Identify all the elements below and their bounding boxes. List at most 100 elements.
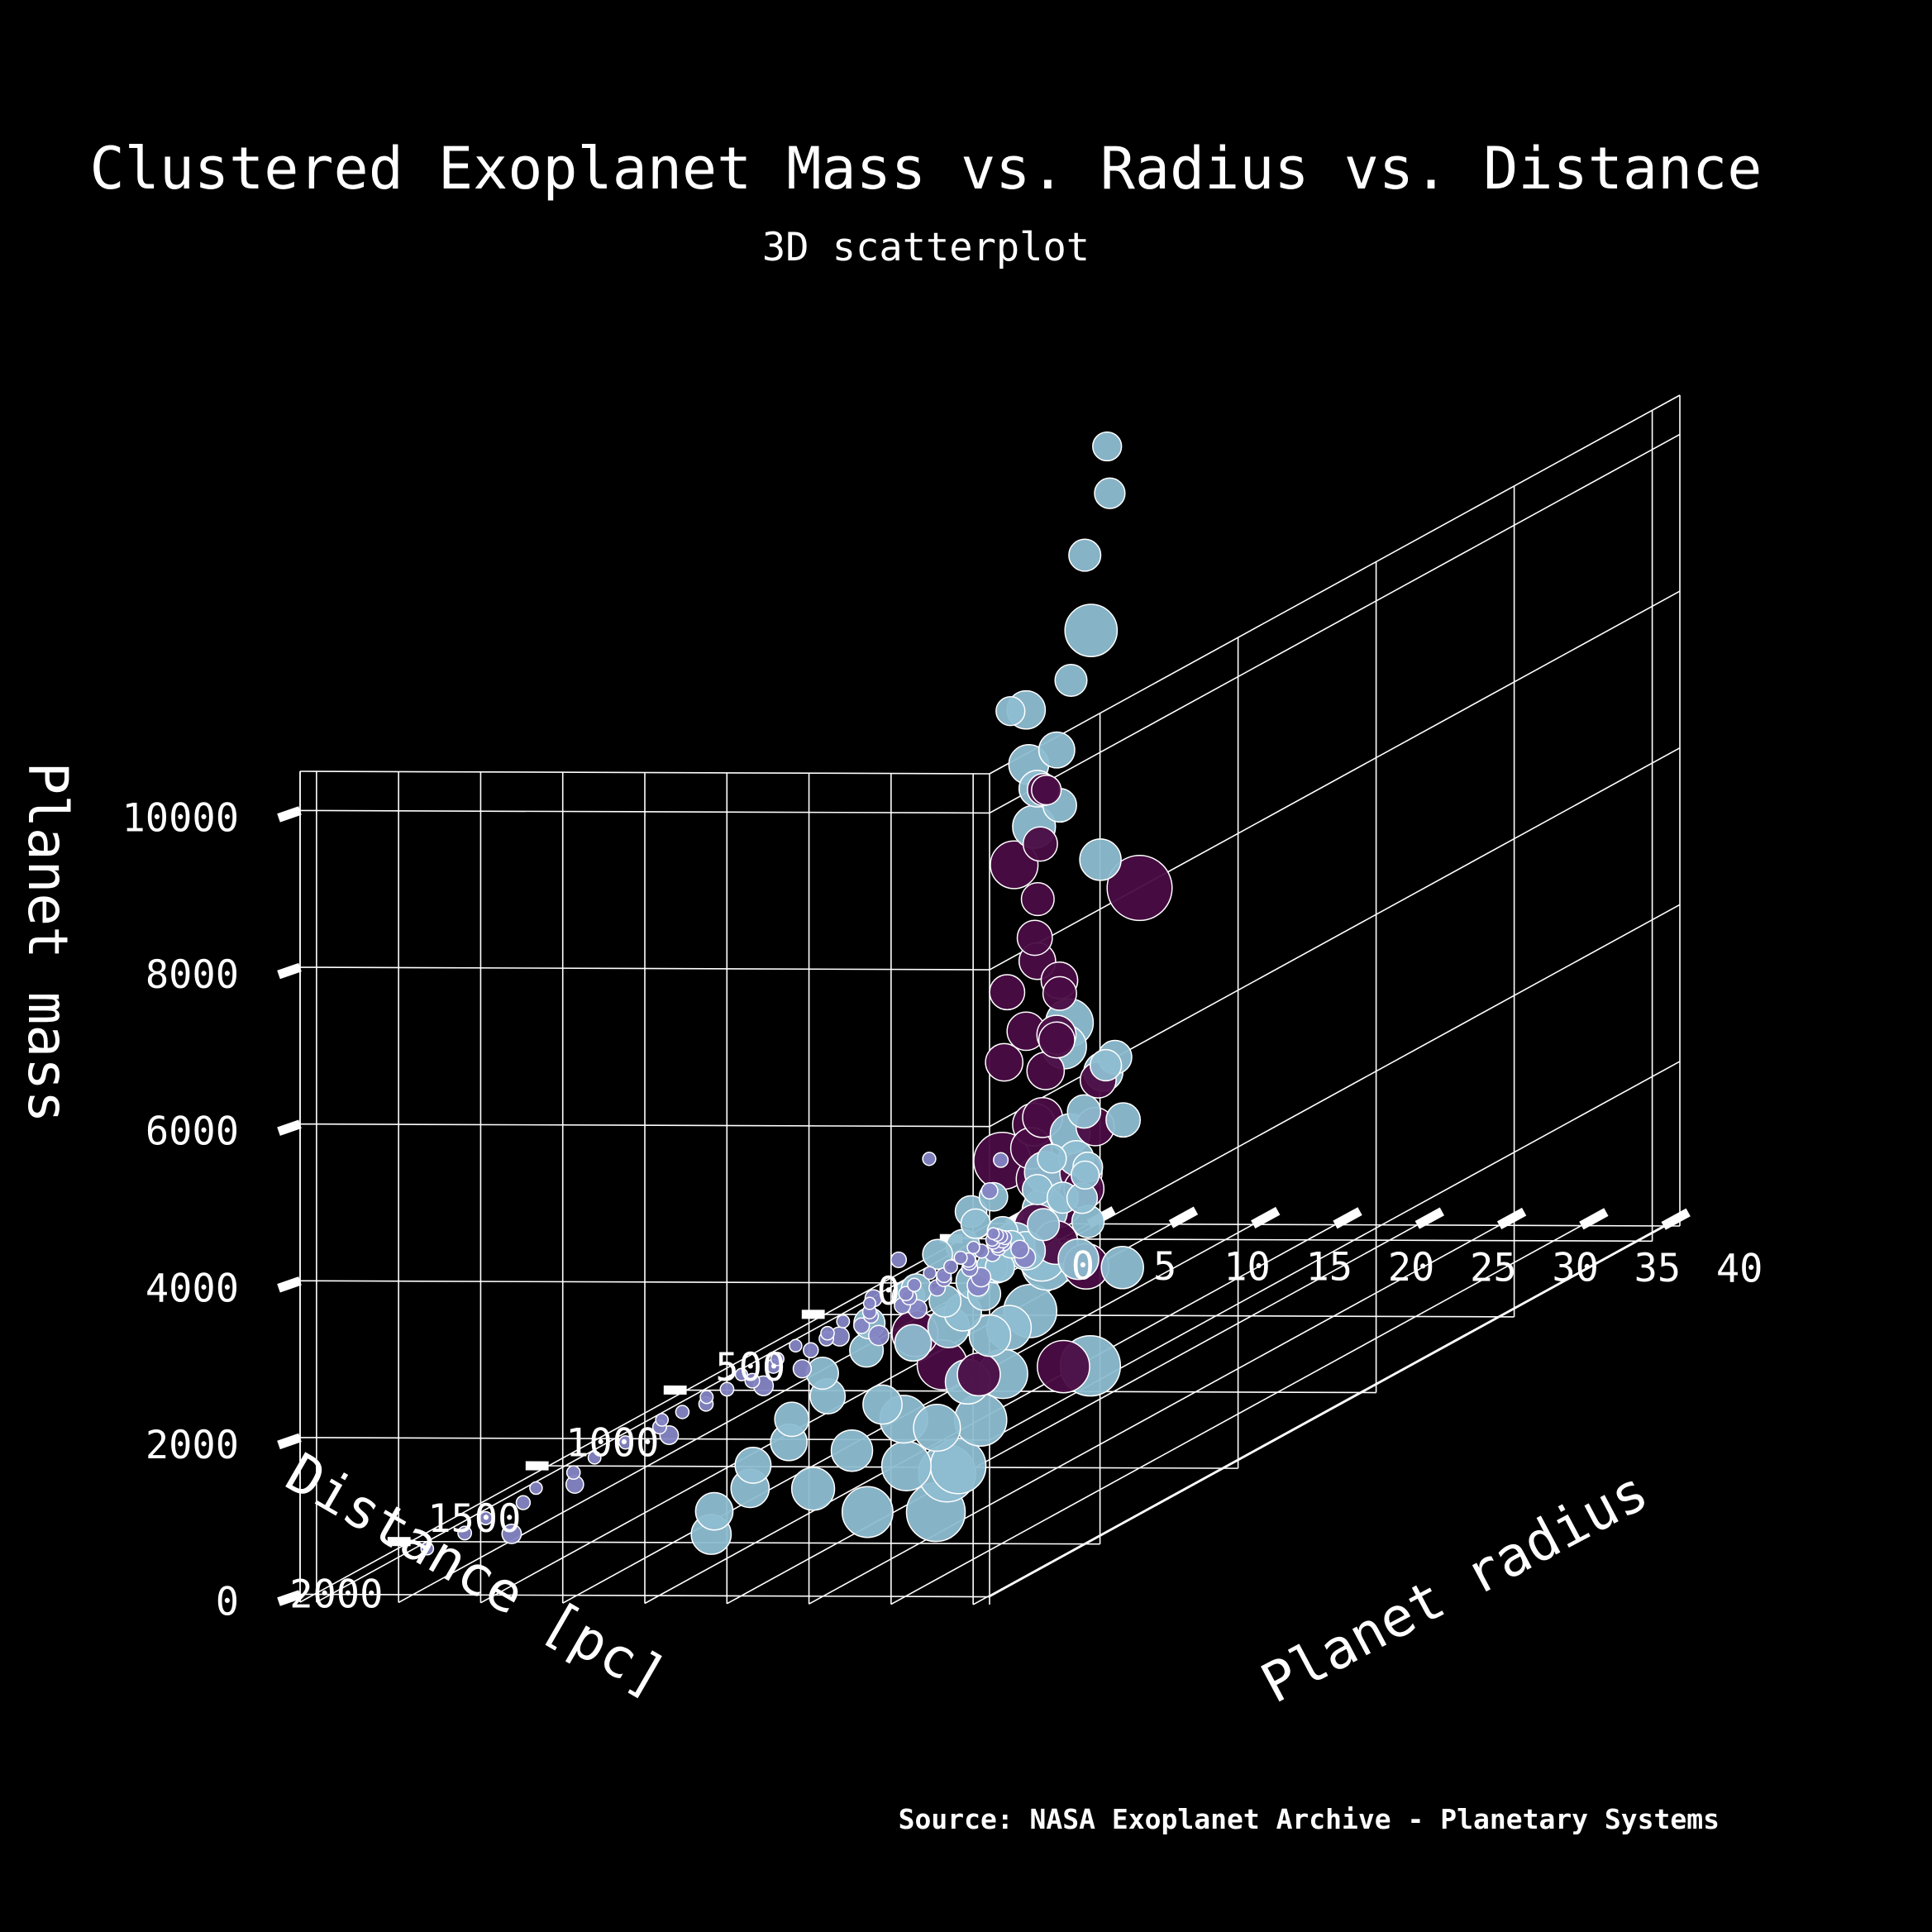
scatter-point — [1057, 1238, 1100, 1281]
scatter-point — [655, 1413, 670, 1427]
z-tick-label: 4000 — [145, 1266, 239, 1311]
scatter-point — [907, 1277, 922, 1293]
scatter-point — [1079, 838, 1122, 881]
scatter-point — [853, 1317, 871, 1334]
x-tick-label: 500 — [715, 1345, 785, 1391]
scatter-point — [565, 1465, 581, 1481]
pane-edge — [989, 394, 1681, 775]
scatter-point — [956, 1352, 1001, 1397]
scatter-point — [1038, 1021, 1076, 1059]
scatter-point — [1038, 731, 1076, 769]
scatter-point — [993, 1152, 1009, 1168]
scatter-point — [618, 1435, 633, 1450]
scatter-points — [420, 431, 1173, 1556]
scatter-point — [922, 1152, 937, 1166]
chart-subtitle: 3D scatterplot — [762, 225, 1090, 270]
y-grid-line — [316, 1223, 1008, 1603]
y-tick-mark — [1661, 1208, 1691, 1230]
z-grid-line — [299, 1437, 990, 1441]
scatter-point — [986, 1227, 1000, 1241]
scatter-point — [789, 1338, 803, 1353]
y-tick-label: 0 — [1071, 1244, 1095, 1290]
scatter-point — [1042, 976, 1077, 1011]
z-grid-line — [299, 1123, 990, 1128]
y-tick-mark — [1168, 1206, 1199, 1228]
scatter-point — [922, 1238, 953, 1270]
scatter-point — [1010, 1239, 1030, 1259]
scatter-point — [830, 1429, 874, 1472]
scatter-point — [1100, 1246, 1144, 1290]
scatter-point — [820, 1325, 835, 1341]
scatter-point — [1068, 538, 1102, 572]
x-tick-label: 2000 — [289, 1572, 383, 1618]
scatter-point — [805, 1357, 839, 1391]
z-tick-label: 6000 — [145, 1109, 239, 1155]
y-grid-line — [809, 1224, 1500, 1605]
y-tick-label: 10 — [1224, 1244, 1271, 1290]
scatter-point — [1089, 1048, 1123, 1082]
scatter-point — [529, 1481, 543, 1496]
scatter-point — [1037, 1143, 1067, 1174]
scatter-point — [420, 1541, 435, 1556]
scatter-point — [985, 1042, 1024, 1082]
scatter-point — [1031, 774, 1062, 806]
z-grid-line — [299, 966, 990, 971]
z-tick-mark — [277, 1276, 302, 1293]
scatter-point — [501, 1523, 522, 1544]
z-grid-line — [989, 590, 1681, 971]
scatter-point — [1092, 431, 1123, 462]
scatter-point — [995, 696, 1026, 727]
scatter-point — [734, 1446, 772, 1484]
z-tick-mark — [277, 962, 302, 980]
z-tick-mark — [277, 1590, 302, 1606]
scatter-point — [989, 974, 1026, 1011]
scatter-point — [968, 1314, 1012, 1357]
z-tick-mark — [277, 806, 302, 823]
y-tick-mark — [1414, 1207, 1444, 1229]
source-note: Source: NASA Exoplanet Archive - Planeta… — [899, 1803, 1720, 1835]
x-tick-label: 0 — [877, 1269, 900, 1314]
z-grid-line — [299, 1593, 990, 1598]
y-tick-label: 25 — [1470, 1245, 1517, 1290]
scatter-point — [966, 1240, 980, 1255]
scatter-point — [953, 1250, 968, 1265]
scatter-point — [774, 1401, 810, 1438]
z-tick-label: 8000 — [145, 952, 239, 998]
y-tick-mark — [1333, 1207, 1362, 1229]
z-grid-line — [989, 433, 1681, 814]
scatter-point — [479, 1510, 494, 1525]
y-tick-label: 30 — [1552, 1246, 1599, 1291]
y-tick-label: 40 — [1716, 1246, 1763, 1291]
scatter-point — [1064, 603, 1119, 657]
y-grid-line — [726, 1224, 1418, 1605]
scatter-point — [457, 1525, 473, 1541]
z-tick-label: 10000 — [122, 795, 239, 841]
scatter-point — [1022, 826, 1058, 862]
scatter-point — [913, 1404, 961, 1453]
scatter-point — [744, 1372, 761, 1389]
scatter-point — [1070, 1160, 1100, 1190]
scatter-point — [803, 1342, 819, 1359]
scatter-point — [1094, 477, 1126, 509]
scatter-point — [980, 1181, 999, 1200]
scatter-point — [841, 1486, 894, 1538]
z-axis-label: Planet mass — [16, 761, 79, 1123]
y-tick-label: 5 — [1153, 1244, 1176, 1290]
scatter-point — [1037, 1339, 1090, 1394]
scatter-point — [862, 1296, 876, 1310]
scatter-point — [1105, 1102, 1142, 1138]
scatter-point — [1066, 1094, 1102, 1129]
scatter-point — [790, 1467, 836, 1511]
y-tick-label: 20 — [1388, 1245, 1435, 1290]
z-grid-line — [989, 1217, 1681, 1598]
scatter-point — [923, 1266, 937, 1281]
scatter-point — [943, 1259, 958, 1275]
scatter-point — [515, 1495, 532, 1510]
y-tick-label: 35 — [1634, 1246, 1682, 1291]
scatter-point — [1054, 663, 1088, 698]
x-tick-label: 1000 — [565, 1420, 659, 1466]
scatter-point — [880, 1440, 932, 1491]
scatter-point — [675, 1405, 690, 1419]
